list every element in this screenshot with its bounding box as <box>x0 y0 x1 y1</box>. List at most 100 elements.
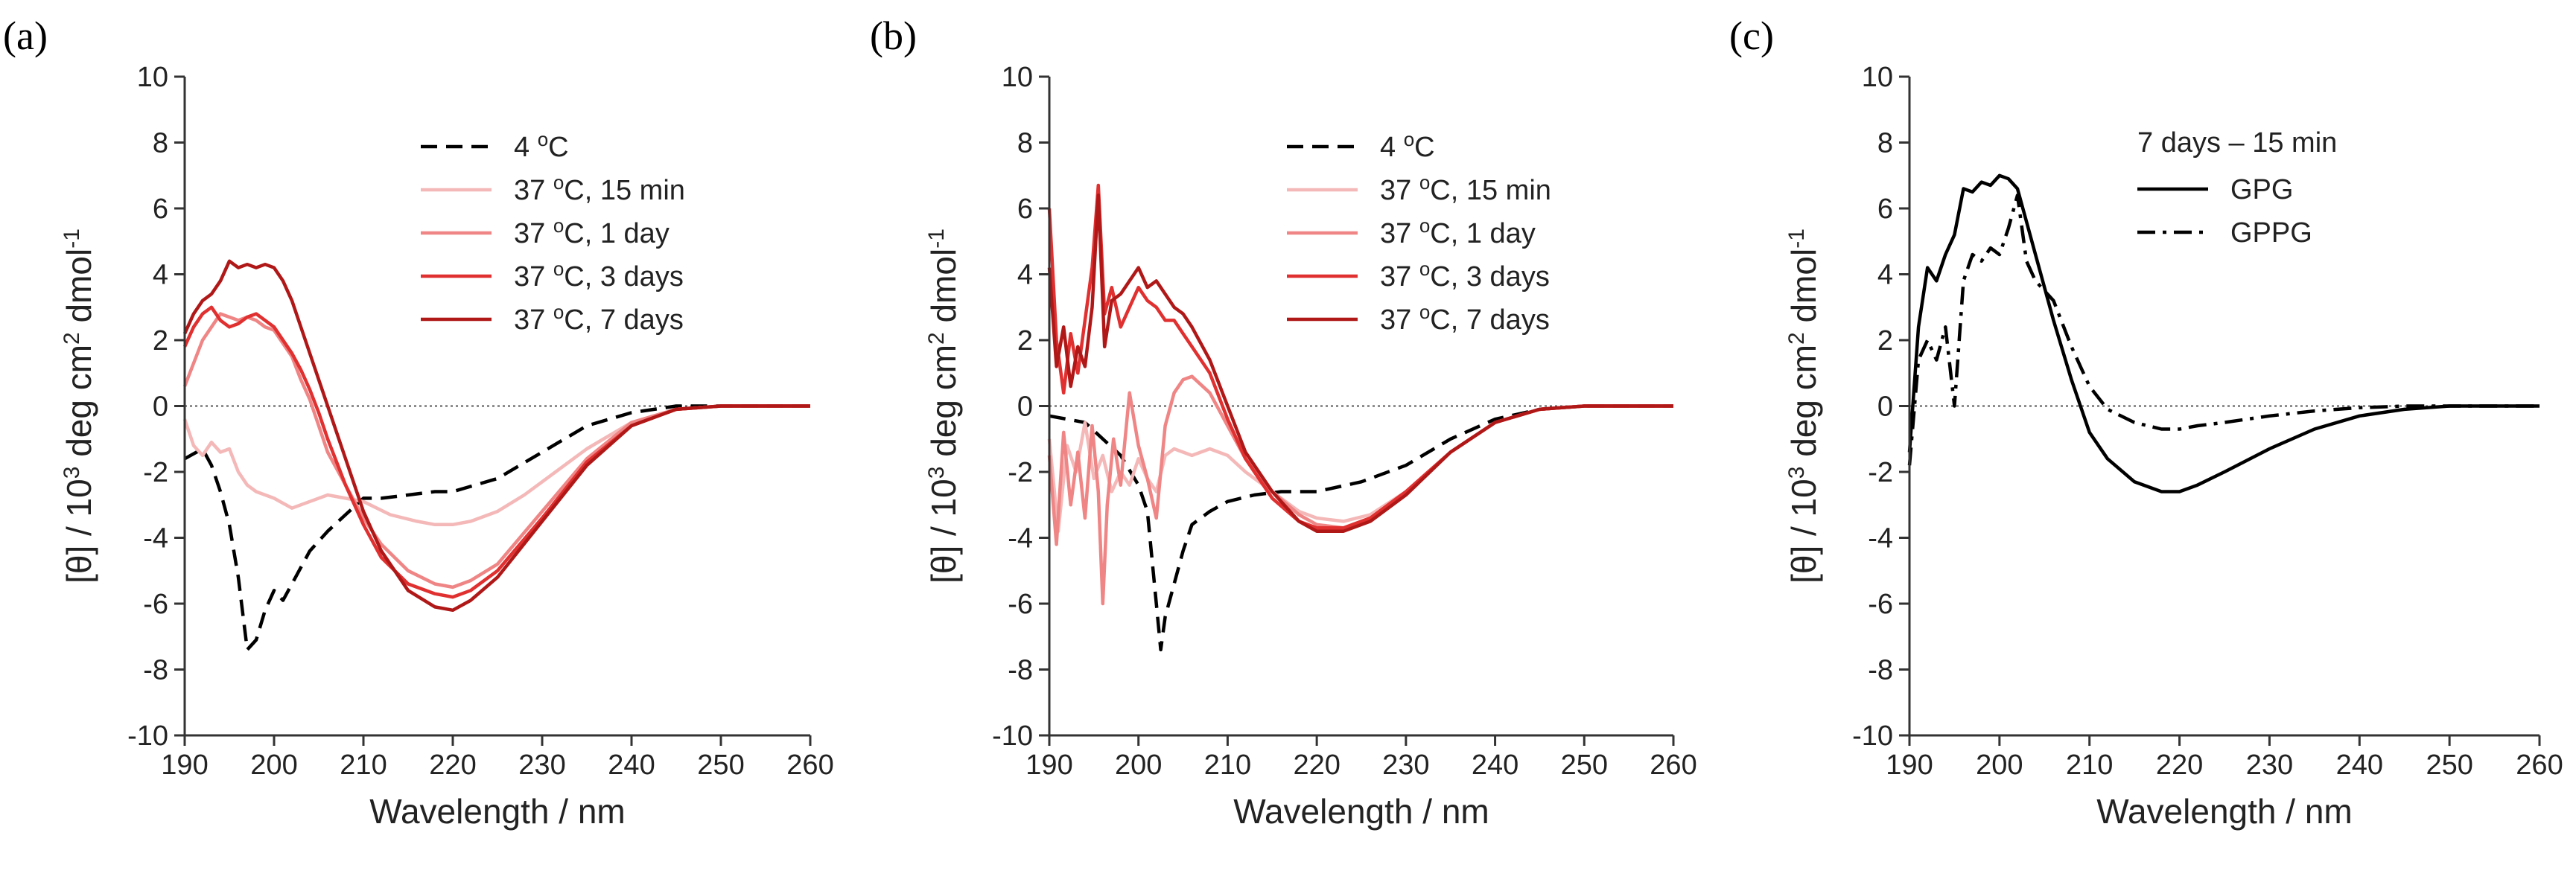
legend-label-part: o <box>553 301 564 323</box>
legend-label-5: 37 oC, 7 days <box>514 301 684 336</box>
x-tick-label: 230 <box>1382 750 1429 781</box>
legend-label-part: o <box>1419 214 1430 237</box>
x-tick-label: 190 <box>161 750 208 781</box>
panel-b-plot: -10 -8 -6 -4 -2 0 2 4 6 8 10 190 200 210 220 230 240 250 2… <box>924 62 1697 831</box>
y-tick-label: -4 <box>143 523 168 555</box>
y-axis-title-part: 2 <box>1784 332 1809 345</box>
legend-label-part: C, 7 days <box>564 304 684 336</box>
x-tick-label: 210 <box>2066 750 2113 781</box>
legend-label-4: 37 oC, 3 days <box>1380 258 1550 293</box>
legend-label-part: o <box>553 258 564 280</box>
series-line-4 <box>1047 183 1673 530</box>
x-tick-label: 220 <box>429 750 476 781</box>
series-line-4 <box>182 305 810 599</box>
series-line-5 <box>1047 194 1673 533</box>
legend-label-part: C, 15 min <box>1430 175 1551 206</box>
y-axis-title-part: [θ] / 10 <box>1784 479 1823 584</box>
y-axis-title-part: deg cm <box>60 345 98 467</box>
y-axis-title-part: 3 <box>60 467 84 479</box>
legend-label-part: C, 3 days <box>564 261 684 293</box>
legend-label-2: 37 oC, 15 min <box>1380 171 1551 206</box>
legend-label-2: GPPG <box>2230 217 2312 249</box>
y-axis-title-part: 3 <box>1784 467 1809 479</box>
y-tick-label: -6 <box>143 589 168 620</box>
y-axis-title-part: -1 <box>924 229 949 249</box>
y-axis-title: [θ] / 103 deg cm2 dmol-1 <box>924 229 963 584</box>
x-tick-label: 240 <box>2336 750 2383 781</box>
panel-a-plot: -10 -8 -6 -4 -2 0 2 4 6 8 10 190 200 210 220 230 240 250 2… <box>60 62 834 831</box>
legend-label-part: GPPG <box>2230 217 2312 249</box>
y-tick-label: 6 <box>1017 194 1033 225</box>
y-tick-label: 6 <box>1877 194 1893 225</box>
series-line-2 <box>182 404 810 527</box>
legend-label-part: o <box>553 214 564 237</box>
legend-label-3: 37 oC, 1 day <box>1380 214 1536 249</box>
x-axis-title: Wavelength / nm <box>369 792 625 831</box>
y-axis-title-part: dmol <box>60 249 98 332</box>
panel-c: (c) -10 -8 -6 -4 -2 0 2 4 6 8 10 190 200 210 220 230 240… <box>1729 13 2563 831</box>
legend-label-1: 4 oC <box>1380 128 1435 163</box>
y-axis-title-part: 3 <box>924 467 949 479</box>
y-tick-label: -8 <box>143 655 168 686</box>
y-tick-label: 4 <box>1877 260 1893 291</box>
panel-c-plot: -10 -8 -6 -4 -2 0 2 4 6 8 10 190 200 210 220 230 240 250 2… <box>1784 62 2563 831</box>
y-tick-label: -6 <box>1868 589 1893 620</box>
y-axis-title-part: deg cm <box>924 345 963 467</box>
series-line-2 <box>1047 404 1673 533</box>
x-tick-label: 190 <box>1886 750 1933 781</box>
legend-label-part: o <box>538 128 548 150</box>
y-axis-title-part: -1 <box>60 229 84 249</box>
y-tick-label: 10 <box>1002 62 1033 93</box>
legend-label-part: GPG <box>2230 174 2293 205</box>
legend-label-4: 37 oC, 3 days <box>514 258 684 293</box>
y-tick-label: -8 <box>1868 655 1893 686</box>
series-line-1 <box>1907 173 2540 493</box>
legend-label-part: o <box>1404 128 1414 150</box>
legend-label-1: 4 oC <box>514 128 569 163</box>
series-line-3 <box>182 312 810 590</box>
y-axis-title-part: deg cm <box>1784 345 1823 467</box>
y-tick-label: -10 <box>1852 721 1893 752</box>
legend-label-part: C, 1 day <box>564 218 670 249</box>
legend-label-part: o <box>1419 171 1430 194</box>
y-tick-label: 6 <box>153 194 168 225</box>
legend-label-part: 37 <box>1380 304 1419 336</box>
legend-label-5: 37 oC, 7 days <box>1380 301 1550 336</box>
y-tick-label: 8 <box>153 128 168 159</box>
y-tick-label: 4 <box>153 260 168 291</box>
x-axis-title: Wavelength / nm <box>1233 792 1489 831</box>
y-tick-label: 4 <box>1017 260 1033 291</box>
x-tick-label: 260 <box>786 750 833 781</box>
x-tick-label: 260 <box>1650 750 1696 781</box>
legend-label-part: 37 <box>514 261 553 293</box>
x-tick-label: 200 <box>250 750 297 781</box>
x-tick-label: 210 <box>1204 750 1251 781</box>
y-axis-title-part: dmol <box>1784 249 1823 332</box>
x-tick-label: 250 <box>2426 750 2472 781</box>
legend-label-part: 37 <box>1380 218 1419 249</box>
x-tick-label: 220 <box>2156 750 2203 781</box>
legend-label-part: C, 1 day <box>1430 218 1536 249</box>
legend-label-part: C <box>548 132 568 163</box>
series-line-3 <box>1047 374 1673 606</box>
y-tick-label: -4 <box>1008 523 1033 555</box>
legend-label-part: o <box>553 171 564 194</box>
y-axis-title-part: [θ] / 10 <box>60 479 98 584</box>
x-tick-label: 240 <box>1472 750 1518 781</box>
y-tick-label: 8 <box>1877 128 1893 159</box>
x-tick-label: 240 <box>608 750 655 781</box>
panel-b: (b) -10 -8 -6 -4 -2 0 2 4 6 8 10 190 200 210 220 230 240… <box>870 13 1697 831</box>
panel-label-a: (a) <box>3 13 48 58</box>
y-axis-title-part: 2 <box>60 332 84 345</box>
legend-label-part: 4 <box>514 132 538 163</box>
legend-label-part: C, 15 min <box>564 175 685 206</box>
y-tick-label: 0 <box>1017 392 1033 423</box>
legend-label-part: 37 <box>514 218 553 249</box>
y-axis-title-part: 2 <box>924 332 949 345</box>
legend-label-part: o <box>1419 258 1430 280</box>
x-tick-label: 210 <box>340 750 387 781</box>
y-axis-title: [θ] / 103 deg cm2 dmol-1 <box>1784 229 1823 584</box>
y-tick-label: 2 <box>1877 325 1893 357</box>
legend-label-part: o <box>1419 301 1430 323</box>
